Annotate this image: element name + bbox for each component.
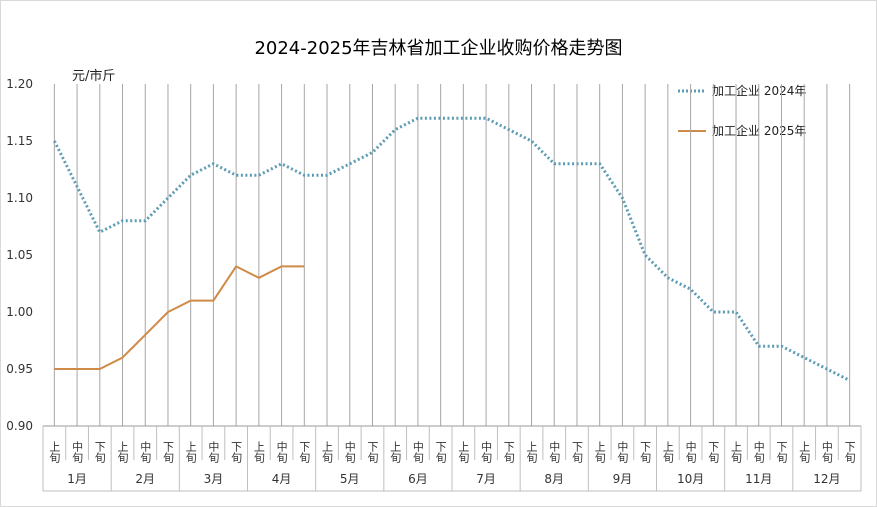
x-tick-label-period: 下旬 [230,441,243,464]
x-tick-label-month: 8月 [544,472,564,486]
chart-title: 2024-2025年吉林省加工企业收购价格走势图 [254,38,623,59]
y-tick-label: 0.90 [6,419,33,433]
y-tick-label: 0.95 [6,362,33,376]
series-line-0 [53,116,851,382]
x-tick-label-period: 中旬 [71,441,84,464]
x-tick-label-period: 中旬 [752,441,765,464]
x-tick-label-month: 3月 [204,472,224,486]
legend-swatch-2024 [678,89,706,92]
x-tick-label-month: 10月 [677,472,704,486]
x-tick-label-period: 下旬 [639,441,652,464]
x-tick-label-period: 上旬 [525,441,538,464]
x-tick-label-period: 下旬 [502,441,515,464]
x-tick-label-period: 中旬 [616,441,629,464]
x-tick-label-month: 11月 [745,472,772,486]
x-tick-label-month: 5月 [340,472,360,486]
x-tick-label-period: 下旬 [366,441,379,464]
x-tick-label-month: 1月 [67,472,87,486]
x-tick-label-period: 上旬 [798,441,811,464]
x-tick-label-period: 上旬 [730,441,743,464]
x-tick-label-period: 上旬 [116,441,129,464]
x-tick-label-period: 上旬 [389,441,402,464]
x-tick-label-period: 上旬 [321,441,334,464]
x-tick-label-month: 9月 [613,472,633,486]
x-tick-label-period: 中旬 [275,441,288,464]
x-tick-label-month: 2月 [135,472,155,486]
x-tick-label-period: 中旬 [548,441,561,464]
x-tick-label-period: 上旬 [593,441,606,464]
x-tick-label-period: 上旬 [252,441,265,464]
x-tick-label-period: 上旬 [48,441,61,464]
series-line-1 [54,265,305,370]
y-tick-label: 1.00 [6,305,33,319]
x-tick-label-period: 下旬 [570,441,583,464]
x-tick-label-period: 上旬 [184,441,197,464]
x-tick-label-period: 上旬 [661,441,674,464]
x-tick-label-month: 4月 [272,472,292,486]
x-tick-label-period: 中旬 [684,441,697,464]
x-tick-label-period: 中旬 [343,441,356,464]
x-tick-label-period: 中旬 [820,441,833,464]
x-tick-label-period: 下旬 [93,441,106,464]
x-tick-label-period: 下旬 [707,441,720,464]
x-tick-label-period: 中旬 [411,441,424,464]
x-tick-label-period: 下旬 [161,441,174,464]
y-tick-label: 1.15 [6,134,33,148]
x-tick-label-period: 上旬 [457,441,470,464]
y-tick-label: 1.20 [6,77,33,91]
legend-swatch-2025 [678,129,706,132]
x-tick-label-period: 中旬 [139,441,152,464]
x-tick-label-month: 7月 [476,472,496,486]
x-tick-label-month: 12月 [813,472,840,486]
x-tick-label-month: 6月 [408,472,428,486]
y-axis-unit-label: 元/市斤 [72,69,116,84]
x-tick-label-period: 下旬 [298,441,311,464]
x-tick-label-period: 中旬 [480,441,493,464]
x-tick-label-period: 下旬 [843,441,856,464]
y-tick-label: 1.05 [6,248,33,262]
x-tick-label-period: 中旬 [207,441,220,464]
y-tick-label: 1.10 [6,191,33,205]
x-tick-label-period: 下旬 [775,441,788,464]
x-tick-label-period: 下旬 [434,441,447,464]
